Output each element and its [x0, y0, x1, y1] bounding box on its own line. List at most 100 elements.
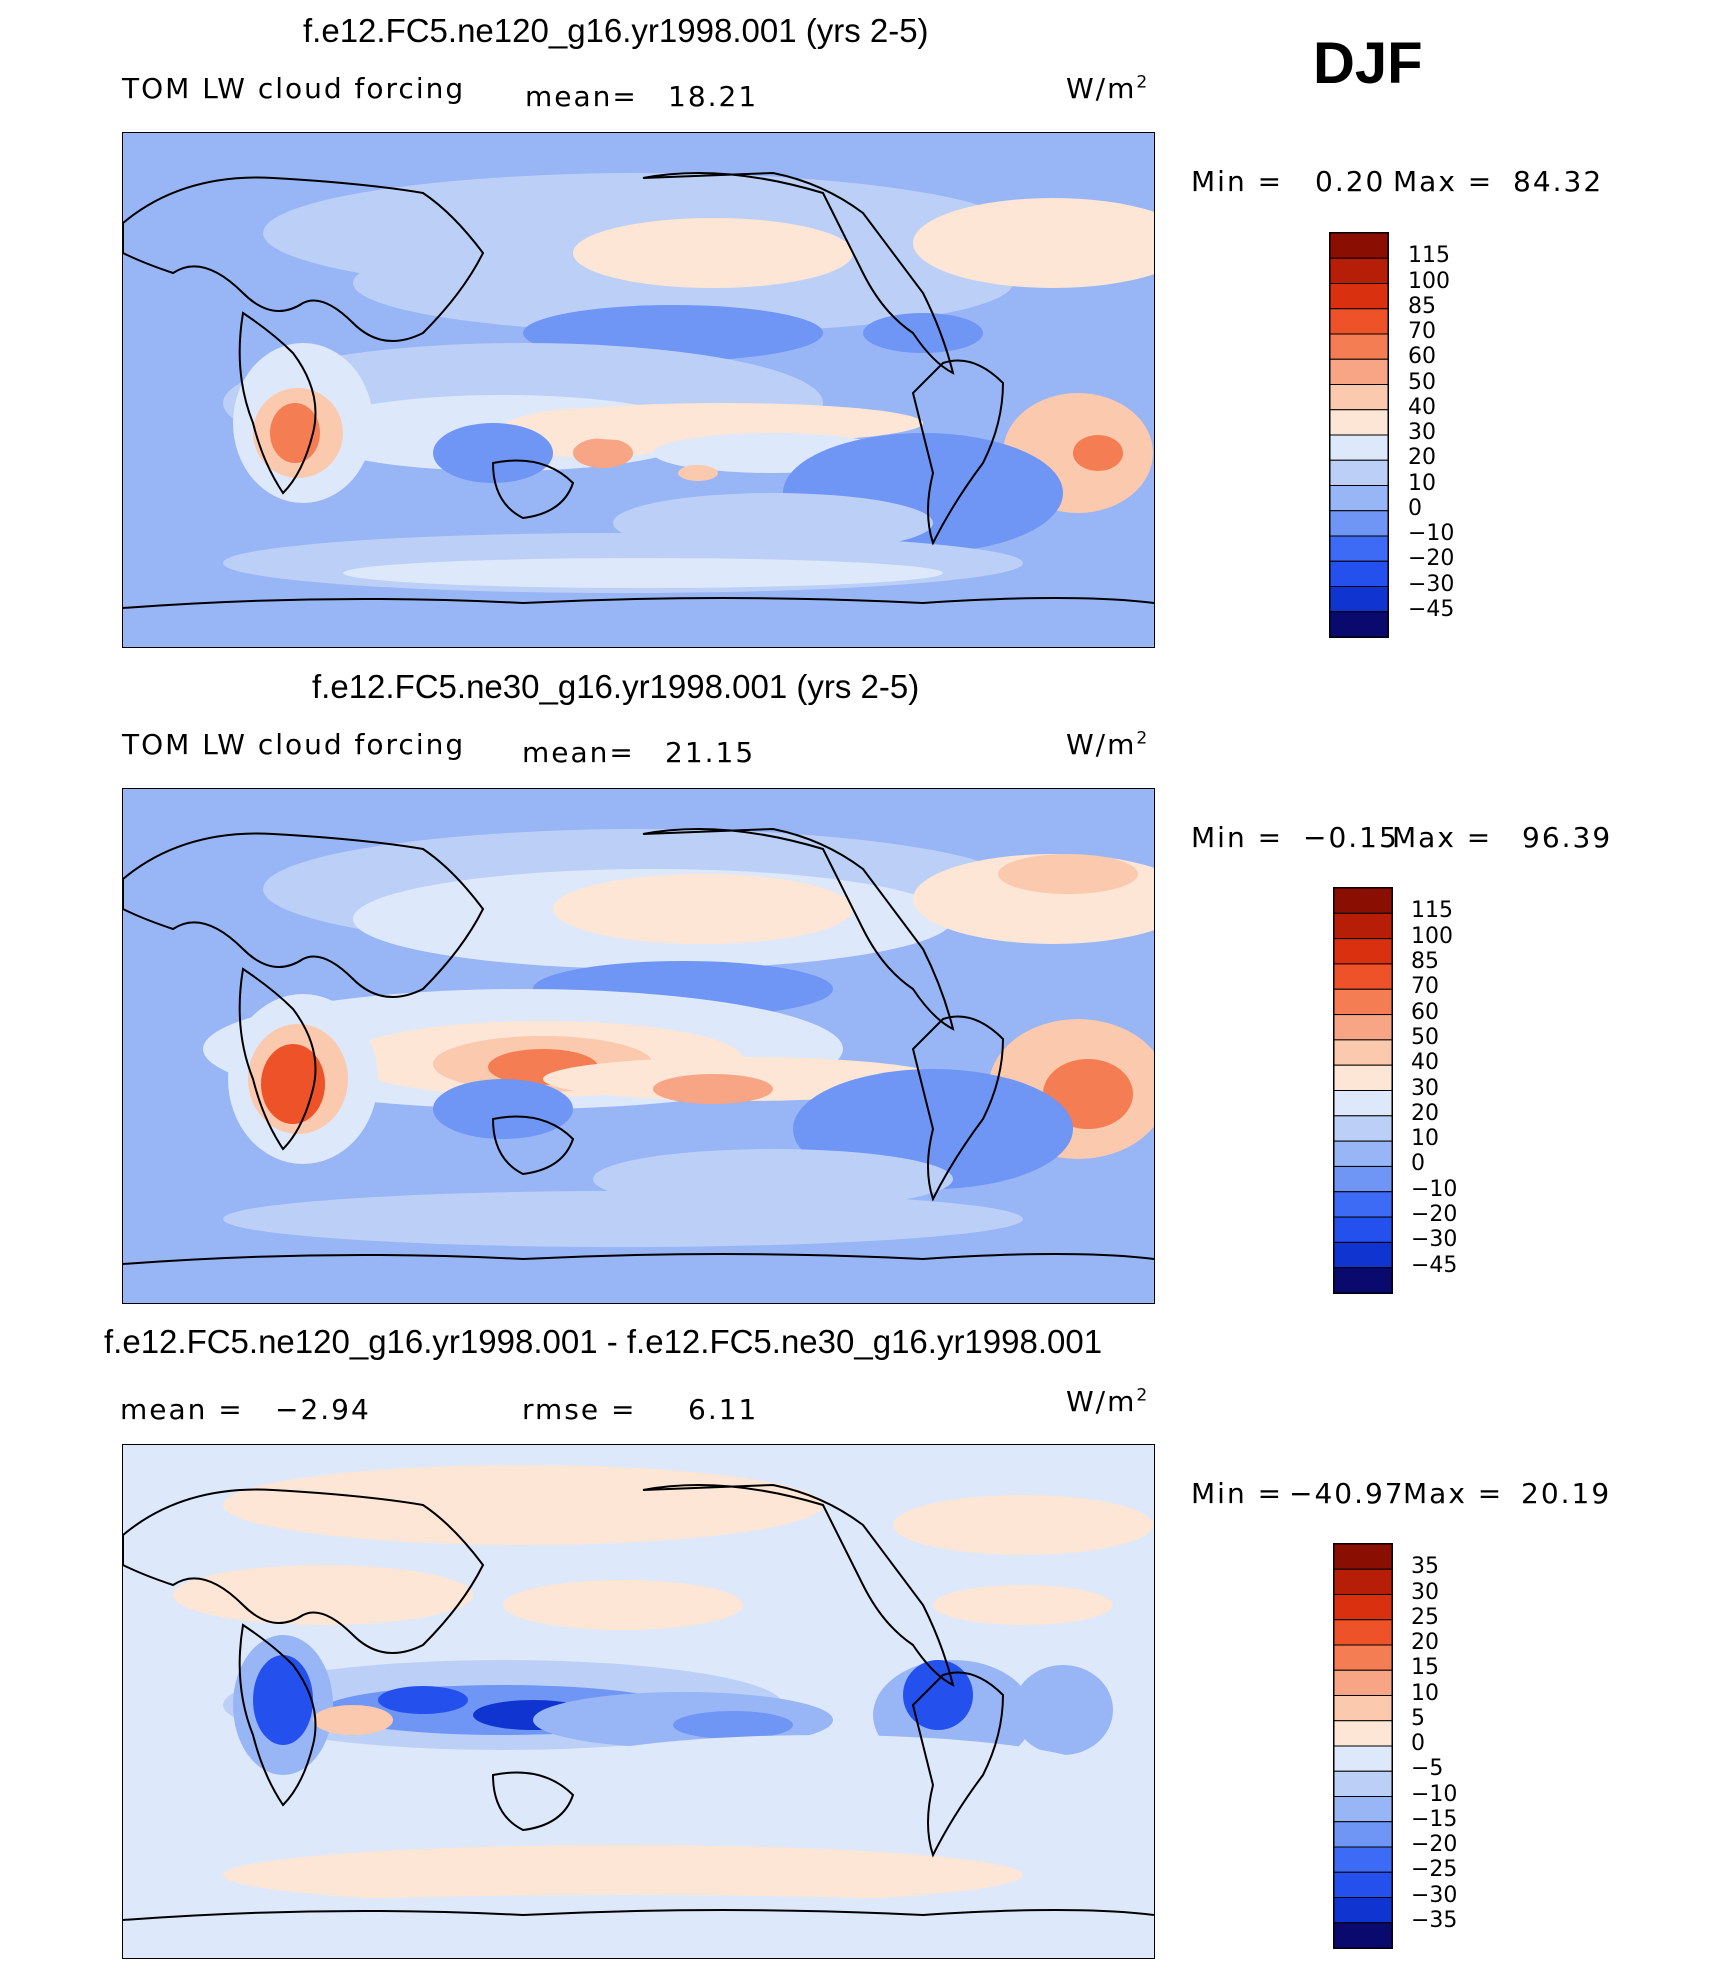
panel2-colorbar [1333, 887, 1393, 1294]
panel1-title: f.e12.FC5.ne120_g16.yr1998.001 (yrs 2-5) [303, 12, 929, 49]
panel2-colorbar-tick: 10 [1411, 1126, 1439, 1152]
panel3-colorbar-bin [1334, 1544, 1392, 1570]
panel1-max-label: Max = [1393, 165, 1494, 198]
panel3-colorbar-tick: 5 [1411, 1705, 1425, 1731]
panel3-rmse-value: 6.11 [688, 1393, 759, 1426]
panel3-max-label: Max = [1403, 1477, 1504, 1510]
panel1-colorbar-tick: −45 [1408, 596, 1455, 622]
panel1-colorbar-tick: −10 [1408, 521, 1455, 546]
panel3-colorbar-tick: 15 [1411, 1655, 1439, 1681]
panel3-colorbar-tick: 10 [1411, 1680, 1439, 1706]
panel3-colorbar-bin [1334, 1922, 1392, 1948]
panel1-colorbar-bin [1330, 257, 1388, 284]
panel1-colorbar-bin [1330, 459, 1388, 486]
panel2-colorbar-bin [1334, 988, 1392, 1016]
panel3-colorbar-bin [1334, 1796, 1392, 1823]
panel1-colorbar-bin [1330, 510, 1388, 537]
panel3-title: f.e12.FC5.ne120_g16.yr1998.001 - f.e12.F… [104, 1323, 1103, 1360]
panel1-colorbar-tick: 0 [1408, 495, 1422, 521]
panel1-colorbar-tick: 100 [1408, 268, 1450, 294]
panel3-colorbar-bin [1334, 1897, 1392, 1924]
panel2-mean-value: 21.15 [665, 736, 756, 769]
panel1-colorbar-bin [1330, 560, 1388, 587]
panel3-colorbar-bin [1334, 1770, 1392, 1797]
panel2-colorbar-tick: 50 [1411, 1024, 1439, 1050]
panel3-colorbar-bin [1334, 1669, 1392, 1696]
panel1-mean-label: mean= [525, 80, 638, 113]
panel1-colorbar-tick: 40 [1408, 394, 1436, 420]
panel3-colorbar-svg [1334, 1544, 1392, 1948]
panel1-min-label: Min = [1191, 165, 1284, 198]
panel1-colorbar [1329, 232, 1389, 638]
season-label: DJF [1313, 31, 1423, 96]
panel3-colorbar-tick: −30 [1411, 1882, 1458, 1908]
panel3-colorbar-tick: −5 [1411, 1756, 1444, 1782]
panel3-rmse-label: rmse = [522, 1393, 637, 1426]
panel3-colorbar-bin [1334, 1821, 1392, 1848]
panel2-colorbar-bin [1334, 1039, 1392, 1066]
panel1-colorbar-bin [1330, 611, 1388, 637]
panel3-units: W/m2 [1066, 1385, 1150, 1418]
panel2-max-value: 96.39 [1522, 821, 1613, 854]
panel2-colorbar-bin [1334, 1090, 1392, 1117]
panel3-colorbar-tick: −25 [1411, 1857, 1458, 1883]
panel2-colorbar-bin [1334, 1140, 1392, 1167]
panel2-colorbar-tick: 115 [1411, 898, 1453, 924]
panel1-colorbar-tick: 30 [1408, 420, 1436, 445]
panel2-colorbar-tick: −45 [1411, 1252, 1458, 1278]
panel1-colorbar-tick: 60 [1408, 344, 1436, 370]
panel2-colorbar-bin [1334, 912, 1392, 940]
panel3-colorbar-tick: −35 [1411, 1907, 1458, 1933]
panel3-colorbar-tick: 20 [1411, 1630, 1439, 1655]
panel3-colorbar [1333, 1543, 1393, 1949]
panel1-mean-value: 18.21 [668, 80, 759, 113]
panel1-map-svg [123, 133, 1154, 647]
panel3-colorbar-bin [1334, 1568, 1392, 1595]
panel2-colorbar-tick: 70 [1411, 974, 1439, 1000]
panel1-min-value: 0.20 [1315, 165, 1386, 198]
panel2-units: W/m2 [1066, 728, 1150, 761]
panel2-mean-label: mean= [522, 736, 635, 769]
panel1-colorbar-bin [1330, 358, 1388, 385]
panel2-colorbar-bin [1334, 1064, 1392, 1091]
panel3-map-svg [123, 1445, 1154, 1958]
panel2-title: f.e12.FC5.ne30_g16.yr1998.001 (yrs 2-5) [312, 668, 920, 705]
panel1-colorbar-tick: 10 [1408, 470, 1436, 496]
panel3-mean-label: mean = [120, 1393, 244, 1426]
panel2-max-label: Max = [1392, 821, 1493, 854]
panel3-colorbar-tick: −20 [1411, 1832, 1458, 1857]
panel2-colorbar-tick: 60 [1411, 999, 1439, 1025]
panel2-min-label: Min = [1191, 821, 1284, 854]
panel3-colorbar-tick: 30 [1411, 1579, 1439, 1605]
panel3-min-label: Min = [1191, 1477, 1284, 1510]
panel3-colorbar-tick: 0 [1411, 1731, 1425, 1756]
panel3-colorbar-bin [1334, 1871, 1392, 1898]
panel1-colorbar-bin [1330, 233, 1388, 259]
panel3-colorbar-bin [1334, 1720, 1392, 1747]
panel2-colorbar-tick: 20 [1411, 1100, 1439, 1126]
panel1-colorbar-bin [1330, 434, 1388, 461]
panel1-colorbar-tick: 85 [1408, 293, 1436, 319]
panel2-colorbar-tick: 100 [1411, 923, 1453, 949]
panel1-max-value: 84.32 [1513, 165, 1604, 198]
panel1-colorbar-bin [1330, 535, 1388, 562]
panel1-colorbar-bin [1330, 283, 1388, 310]
panel1-map [122, 132, 1155, 648]
panel3-colorbar-tick: −10 [1411, 1781, 1458, 1807]
panel1-colorbar-tick: 115 [1408, 243, 1450, 269]
panel3-colorbar-tick: −15 [1411, 1806, 1458, 1832]
panel1-variable-label: TOM LW cloud forcing [122, 72, 466, 105]
panel1-colorbar-svg [1330, 233, 1388, 637]
panel2-colorbar-svg [1334, 888, 1392, 1293]
panel1-colorbar-tick: 20 [1408, 445, 1436, 471]
panel3-colorbar-bin [1334, 1594, 1392, 1621]
panel3-colorbar-tick: 25 [1411, 1604, 1439, 1630]
panel2-colorbar-tick: 85 [1411, 948, 1439, 974]
panel3-colorbar-bin [1334, 1745, 1392, 1772]
panel2-colorbar-bin [1334, 1267, 1392, 1293]
panel3-colorbar-tick: 35 [1411, 1554, 1439, 1580]
panel3-max-value: 20.19 [1521, 1477, 1612, 1510]
panel2-colorbar-tick: −10 [1411, 1176, 1458, 1202]
panel1-colorbar-tick: 70 [1408, 319, 1436, 344]
panel2-colorbar-tick: 40 [1411, 1050, 1439, 1076]
